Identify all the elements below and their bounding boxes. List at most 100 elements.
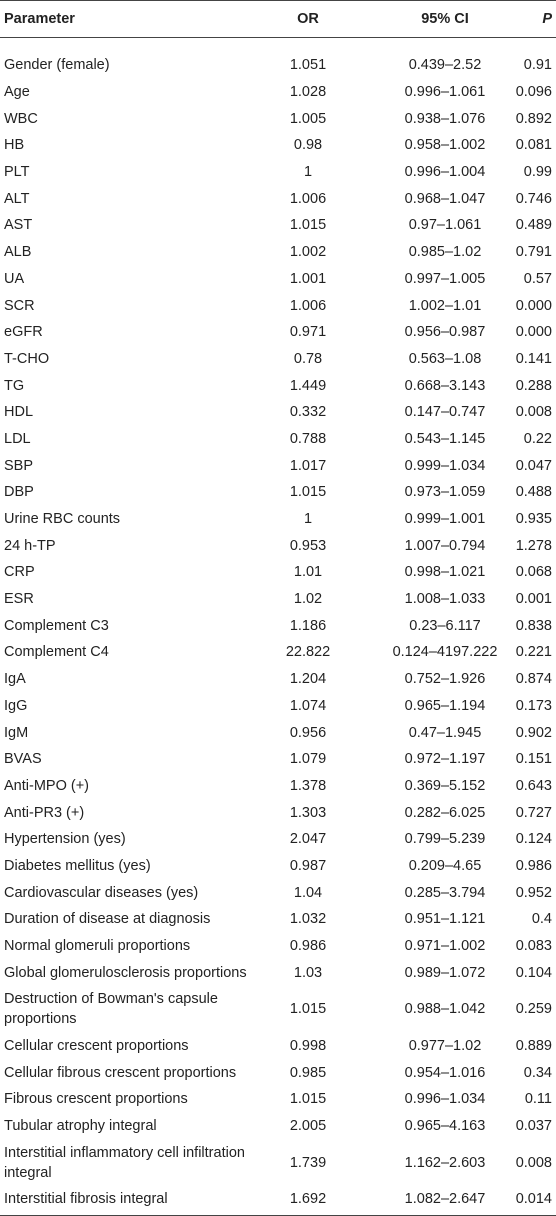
table-cell: 0.952 (515, 884, 552, 901)
table-row: Anti-PR3 (+) 1.303 0.282–6.025 0.727 (0, 799, 556, 826)
header-cell: Parameter (4, 11, 75, 27)
table-cell: ALT (4, 190, 30, 207)
table-cell: Global glomerulosclerosis proportions (4, 964, 247, 981)
table-cell: 0.954–1.016 (404, 1064, 486, 1081)
table-cell: 0.259 (515, 1001, 552, 1018)
table-cell: 1 (303, 164, 313, 181)
table-cell: 0.096 (515, 84, 552, 101)
table-cell: 1.007–0.794 (404, 537, 486, 554)
table-cell: Anti-PR3 (+) (4, 804, 85, 821)
table-cell: 0.996–1.061 (404, 84, 486, 101)
table-cell: Hypertension (yes) (4, 831, 126, 848)
table-cell: 0.996–1.004 (404, 164, 486, 181)
table-cell: 1.002–1.01 (408, 297, 482, 314)
table-cell: 0.986 (289, 938, 327, 955)
table-row: Interstitial fibrosis integral 1.692 1.082… (0, 1186, 556, 1213)
table-cell: 0.288 (515, 377, 552, 394)
header-cell: OR (297, 11, 319, 27)
table-row: TG 1.449 0.668–3.143 0.288 (0, 372, 556, 399)
table-cell: 0.999–1.001 (404, 511, 486, 528)
table-cell: 0.369–5.152 (404, 777, 486, 794)
table-row: SBP 1.017 0.999–1.034 0.047 (0, 452, 556, 479)
table-cell: Tubular atrophy integral (4, 1118, 157, 1135)
table-cell: 0.874 (515, 671, 552, 688)
table-cell: 0.78 (293, 350, 323, 367)
table-row: Hypertension (yes) 2.047 0.799–5.239 0.124 (0, 826, 556, 853)
table-cell: 0.977–1.02 (408, 1038, 482, 1054)
table-cell: 0.014 (515, 1191, 552, 1208)
table-row: Age 1.028 0.996–1.061 0.096 (0, 79, 556, 106)
table-row: WBC 1.005 0.938–1.076 0.892 (0, 105, 556, 132)
table-cell: 0.986 (515, 857, 552, 874)
table-cell: 0.999–1.034 (404, 457, 486, 474)
table-cell: TG (4, 377, 25, 394)
table-cell: 0.489 (515, 217, 552, 234)
table-row: IgG 1.074 0.965–1.194 0.173 (0, 693, 556, 720)
table-row: LDL 0.788 0.543–1.145 0.22 (0, 426, 556, 453)
table-cell: 0.746 (515, 190, 552, 207)
table-cell: 0.889 (515, 1038, 552, 1054)
table-row: Complement C3 1.186 0.23–6.117 0.838 (0, 612, 556, 639)
table-cell: 0.47–1.945 (408, 724, 482, 741)
table-cell: 0.209–4.65 (408, 857, 482, 874)
table-cell: IgM (4, 724, 29, 741)
table-row: DBP 1.015 0.973–1.059 0.488 (0, 479, 556, 506)
table-row: Destruction of Bowman's capsule proporti… (0, 986, 556, 1033)
table-cell: 1.186 (289, 617, 327, 634)
table-cell: 1.449 (289, 377, 327, 394)
table-cell: 2.005 (289, 1118, 327, 1135)
table-row: HB 0.98 0.958–1.002 0.081 (0, 132, 556, 159)
table-cell: Diabetes mellitus (yes) (4, 857, 151, 874)
table-cell: 0.985–1.02 (408, 244, 482, 261)
table-cell: 0.282–6.025 (404, 804, 486, 821)
table-row: Gender (female) 1.051 0.439–2.52 0.91 (0, 52, 556, 79)
table-cell: LDL (4, 430, 31, 447)
table-cell: SBP (4, 457, 34, 474)
table-cell: 1.079 (289, 751, 327, 768)
table-cell: 0.037 (515, 1118, 552, 1135)
table-cell: 0.22 (523, 430, 552, 447)
table-cell: 1.692 (289, 1191, 327, 1208)
table-cell: 1.032 (289, 911, 327, 928)
table-cell: 0.99 (523, 164, 552, 181)
table-cell: 0.98 (293, 137, 323, 154)
table-cell: 0.985 (289, 1064, 327, 1081)
table-cell: 0.141 (515, 350, 552, 367)
table-cell: Duration of disease at diagnosis (4, 911, 211, 928)
table-cell: Destruction of Bowman's capsule proporti… (4, 991, 218, 1028)
table-cell: 0.953 (289, 537, 327, 554)
table-cell: ALB (4, 244, 32, 261)
table-cell: 1.017 (289, 457, 327, 474)
table-row: Tubular atrophy integral 2.005 0.965–4.163… (0, 1113, 556, 1140)
table-cell: 0.971 (289, 324, 327, 341)
table-cell: HDL (4, 404, 34, 421)
table-cell: UA (4, 270, 25, 287)
table-cell: 1.162–2.603 (404, 1154, 486, 1171)
table-row: Duration of disease at diagnosis 1.032 0.9… (0, 906, 556, 933)
table-cell: 1 (303, 511, 313, 528)
table-cell: 1.008–1.033 (404, 591, 486, 608)
table-cell: 0.151 (515, 751, 552, 768)
table-row: Interstitial inflammatory cell infiltrat… (0, 1139, 556, 1186)
table-row: HDL 0.332 0.147–0.747 0.008 (0, 399, 556, 426)
table-cell: Complement C4 (4, 644, 109, 661)
table-cell: Interstitial inflammatory cell infiltrat… (4, 1144, 245, 1181)
table-cell: 0.968–1.047 (404, 190, 486, 207)
table-cell: 1.303 (289, 804, 327, 821)
table-cell: 0.57 (523, 270, 552, 287)
table-cell: DBP (4, 484, 34, 501)
table-row: ESR 1.02 1.008–1.033 0.001 (0, 586, 556, 613)
table-cell: 0.935 (515, 511, 552, 528)
table-cell: 0.104 (515, 964, 552, 981)
table-cell: 1.051 (289, 57, 327, 74)
table-cell: 2.047 (289, 831, 327, 848)
table-cell: Age (4, 84, 30, 101)
table-row: Fibrous crescent proportions 1.015 0.996–1… (0, 1086, 556, 1113)
table-cell: 0.000 (515, 297, 552, 314)
table-row: Complement C4 22.822 0.124–4197.222 0.221 (0, 639, 556, 666)
table-cell: 0.008 (515, 404, 552, 421)
table-cell: Complement C3 (4, 617, 109, 634)
table-cell: 0.000 (515, 324, 552, 341)
table-row: Diabetes mellitus (yes) 0.987 0.209–4.65 0.… (0, 853, 556, 880)
